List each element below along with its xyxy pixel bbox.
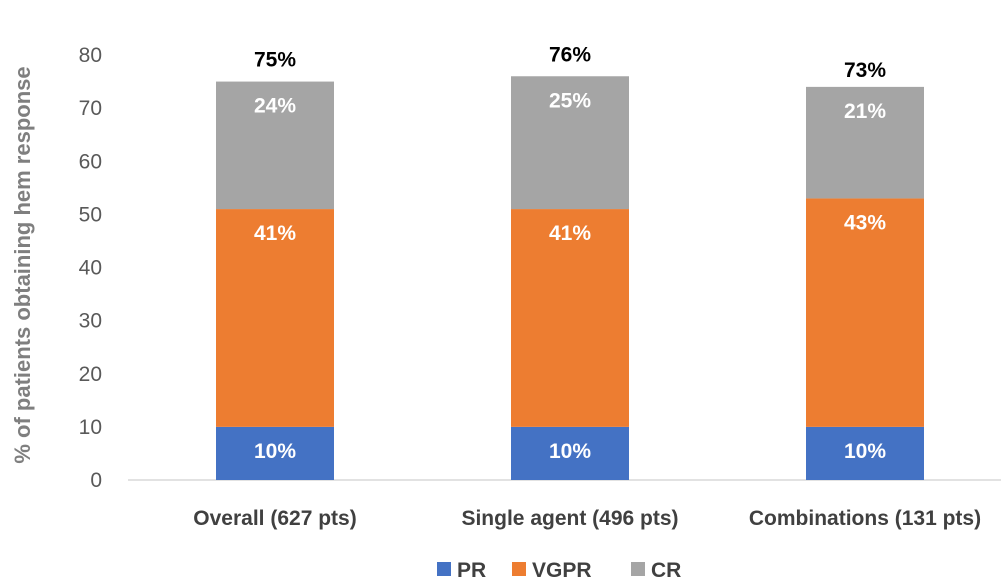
data-label-cr: 21% (844, 100, 886, 123)
total-label: 76% (549, 43, 591, 66)
total-label: 75% (254, 49, 296, 72)
y-tick-label: 60 (79, 150, 102, 173)
y-axis-title-group: % of patients obtaining hem response (10, 66, 35, 463)
x-category-label: Single agent (496 pts) (461, 507, 678, 530)
data-label-vgpr: 41% (549, 222, 591, 245)
y-axis-ticks: 0 10 20 30 40 50 60 70 80 (79, 44, 102, 492)
data-label-pr: 10% (549, 440, 591, 463)
bar-segment-pr (511, 426, 629, 480)
category-labels: Overall (627 pts) Single agent (496 pts) C… (193, 507, 981, 530)
data-label-pr: 10% (254, 440, 296, 463)
bar-segment-vgpr (216, 209, 334, 427)
bar-segment-pr (216, 426, 334, 480)
bar-segment-pr (806, 426, 924, 480)
y-tick-label: 0 (90, 469, 102, 492)
legend: PR VGPR CR (437, 559, 681, 582)
legend-label-pr: PR (457, 559, 486, 582)
data-label-vgpr: 41% (254, 222, 296, 245)
legend-swatch-vgpr (512, 562, 526, 576)
bar-segment-cr (216, 81, 334, 210)
x-category-label: Overall (627 pts) (193, 507, 356, 530)
y-axis-title: % of patients obtaining hem response (10, 66, 35, 463)
data-label-cr: 25% (549, 89, 591, 112)
data-label-vgpr: 43% (844, 211, 886, 234)
legend-label-vgpr: VGPR (532, 559, 592, 582)
y-tick-label: 70 (79, 97, 102, 120)
bar-segment-vgpr (806, 198, 924, 427)
total-label: 73% (844, 59, 886, 82)
y-tick-label: 40 (79, 257, 102, 280)
bar-segment-cr (511, 76, 629, 210)
y-tick-label: 50 (79, 203, 102, 226)
y-tick-label: 80 (79, 44, 102, 67)
data-label-cr: 24% (254, 95, 296, 118)
bar-segment-cr (806, 86, 924, 199)
legend-label-cr: CR (651, 559, 681, 582)
data-label-pr: 10% (844, 440, 886, 463)
legend-swatch-pr (437, 562, 451, 576)
x-category-label: Combinations (131 pts) (749, 507, 981, 530)
y-tick-label: 20 (79, 363, 102, 386)
y-tick-label: 10 (79, 416, 102, 439)
bars-group: 10% 41% 24% 75% 10% 41% 25% 76% 10% 43% 21% 73% (216, 43, 924, 480)
bar-segment-vgpr (511, 209, 629, 427)
legend-swatch-cr (631, 562, 645, 576)
y-tick-label: 30 (79, 310, 102, 333)
